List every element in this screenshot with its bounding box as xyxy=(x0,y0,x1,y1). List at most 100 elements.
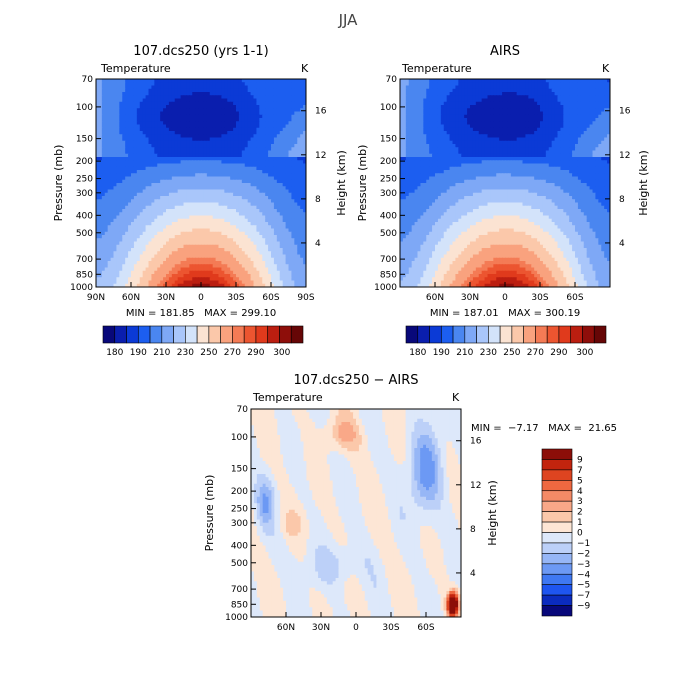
field-cell xyxy=(119,261,123,265)
field-cell xyxy=(119,140,123,145)
field-cell xyxy=(212,173,217,178)
field-cell xyxy=(238,199,243,204)
field-cell xyxy=(128,254,132,259)
field-cell xyxy=(262,173,266,178)
field-cell xyxy=(282,283,287,287)
field-cell xyxy=(209,153,214,158)
field-cell xyxy=(131,228,135,233)
field-cell xyxy=(177,261,182,265)
field-cell xyxy=(265,98,269,103)
field-cell xyxy=(174,238,179,243)
field-cell xyxy=(189,105,193,109)
field-cell xyxy=(177,280,182,285)
field-cell xyxy=(247,218,252,223)
field-cell xyxy=(282,140,287,145)
field-cell xyxy=(271,215,275,220)
field-cell xyxy=(236,248,240,252)
field-cell xyxy=(174,235,179,239)
field-cell xyxy=(215,127,220,132)
field-cell xyxy=(142,111,147,116)
field-cell xyxy=(180,267,185,272)
field-cell xyxy=(116,108,120,113)
field-cell xyxy=(256,251,260,256)
field-cell xyxy=(271,218,275,223)
field-cell xyxy=(110,79,115,83)
field-cell xyxy=(98,157,103,161)
field-cell xyxy=(110,218,115,223)
field-cell xyxy=(218,118,223,122)
field-cell xyxy=(104,248,109,252)
field-cell xyxy=(133,88,138,93)
field-cell xyxy=(113,183,118,187)
field-cell xyxy=(201,248,205,252)
field-cell xyxy=(195,105,199,109)
field-cell xyxy=(265,251,269,256)
field-cell xyxy=(218,283,223,287)
field-cell xyxy=(98,254,103,259)
field-cell xyxy=(186,101,190,106)
field-cell xyxy=(160,231,164,236)
field-cell xyxy=(271,147,275,152)
field-cell xyxy=(201,95,205,100)
field-cell xyxy=(186,199,190,204)
field-cell xyxy=(142,173,147,178)
field-cell xyxy=(198,79,202,83)
field-cell xyxy=(136,121,141,126)
field-cell xyxy=(177,241,182,246)
field-cell xyxy=(440,79,445,83)
field-cell xyxy=(171,108,176,113)
field-cell xyxy=(183,183,188,187)
field-cell xyxy=(171,280,176,285)
field-cell xyxy=(288,261,293,265)
field-cell xyxy=(174,267,179,272)
field-cell xyxy=(104,283,109,287)
field-cell xyxy=(253,183,258,187)
field-cell xyxy=(163,111,167,116)
field-cell xyxy=(279,176,284,181)
field-cell xyxy=(201,147,205,152)
colorbar-box xyxy=(220,325,233,344)
field-cell xyxy=(154,257,158,262)
panel-airs-subtitle: Temperature xyxy=(401,62,472,75)
field-cell xyxy=(189,82,193,87)
field-cell xyxy=(195,257,199,262)
field-cell xyxy=(107,264,112,269)
field-cell xyxy=(279,160,284,165)
field-cell xyxy=(303,189,306,194)
field-cell xyxy=(464,85,468,90)
field-cell xyxy=(186,244,190,249)
field-cell xyxy=(233,85,237,90)
field-cell xyxy=(166,202,170,207)
field-cell xyxy=(198,92,202,96)
field-cell xyxy=(218,264,223,269)
field-cell xyxy=(273,163,278,168)
field-cell xyxy=(192,270,196,275)
field-cell xyxy=(262,209,266,213)
field-cell xyxy=(206,170,211,174)
field-cell xyxy=(230,121,234,126)
field-cell xyxy=(142,189,147,194)
field-cell xyxy=(268,277,272,282)
field-cell xyxy=(230,277,234,282)
field-cell xyxy=(136,254,141,259)
field-cell xyxy=(288,251,293,256)
field-cell xyxy=(122,241,126,246)
field-cell xyxy=(113,241,118,246)
field-cell xyxy=(180,228,185,233)
field-cell xyxy=(128,218,132,223)
field-cell xyxy=(259,137,263,142)
field-cell xyxy=(300,163,304,168)
field-cell xyxy=(279,199,284,204)
field-cell xyxy=(142,163,147,168)
field-cell xyxy=(250,127,255,132)
field-cell xyxy=(104,254,109,259)
field-cell xyxy=(201,176,205,181)
field-cell xyxy=(142,186,147,191)
field-cell xyxy=(259,283,263,287)
field-cell xyxy=(294,101,298,106)
field-cell xyxy=(551,88,556,93)
field-cell xyxy=(119,108,123,113)
field-cell xyxy=(174,186,179,191)
field-cell xyxy=(113,228,118,233)
field-cell xyxy=(209,267,214,272)
